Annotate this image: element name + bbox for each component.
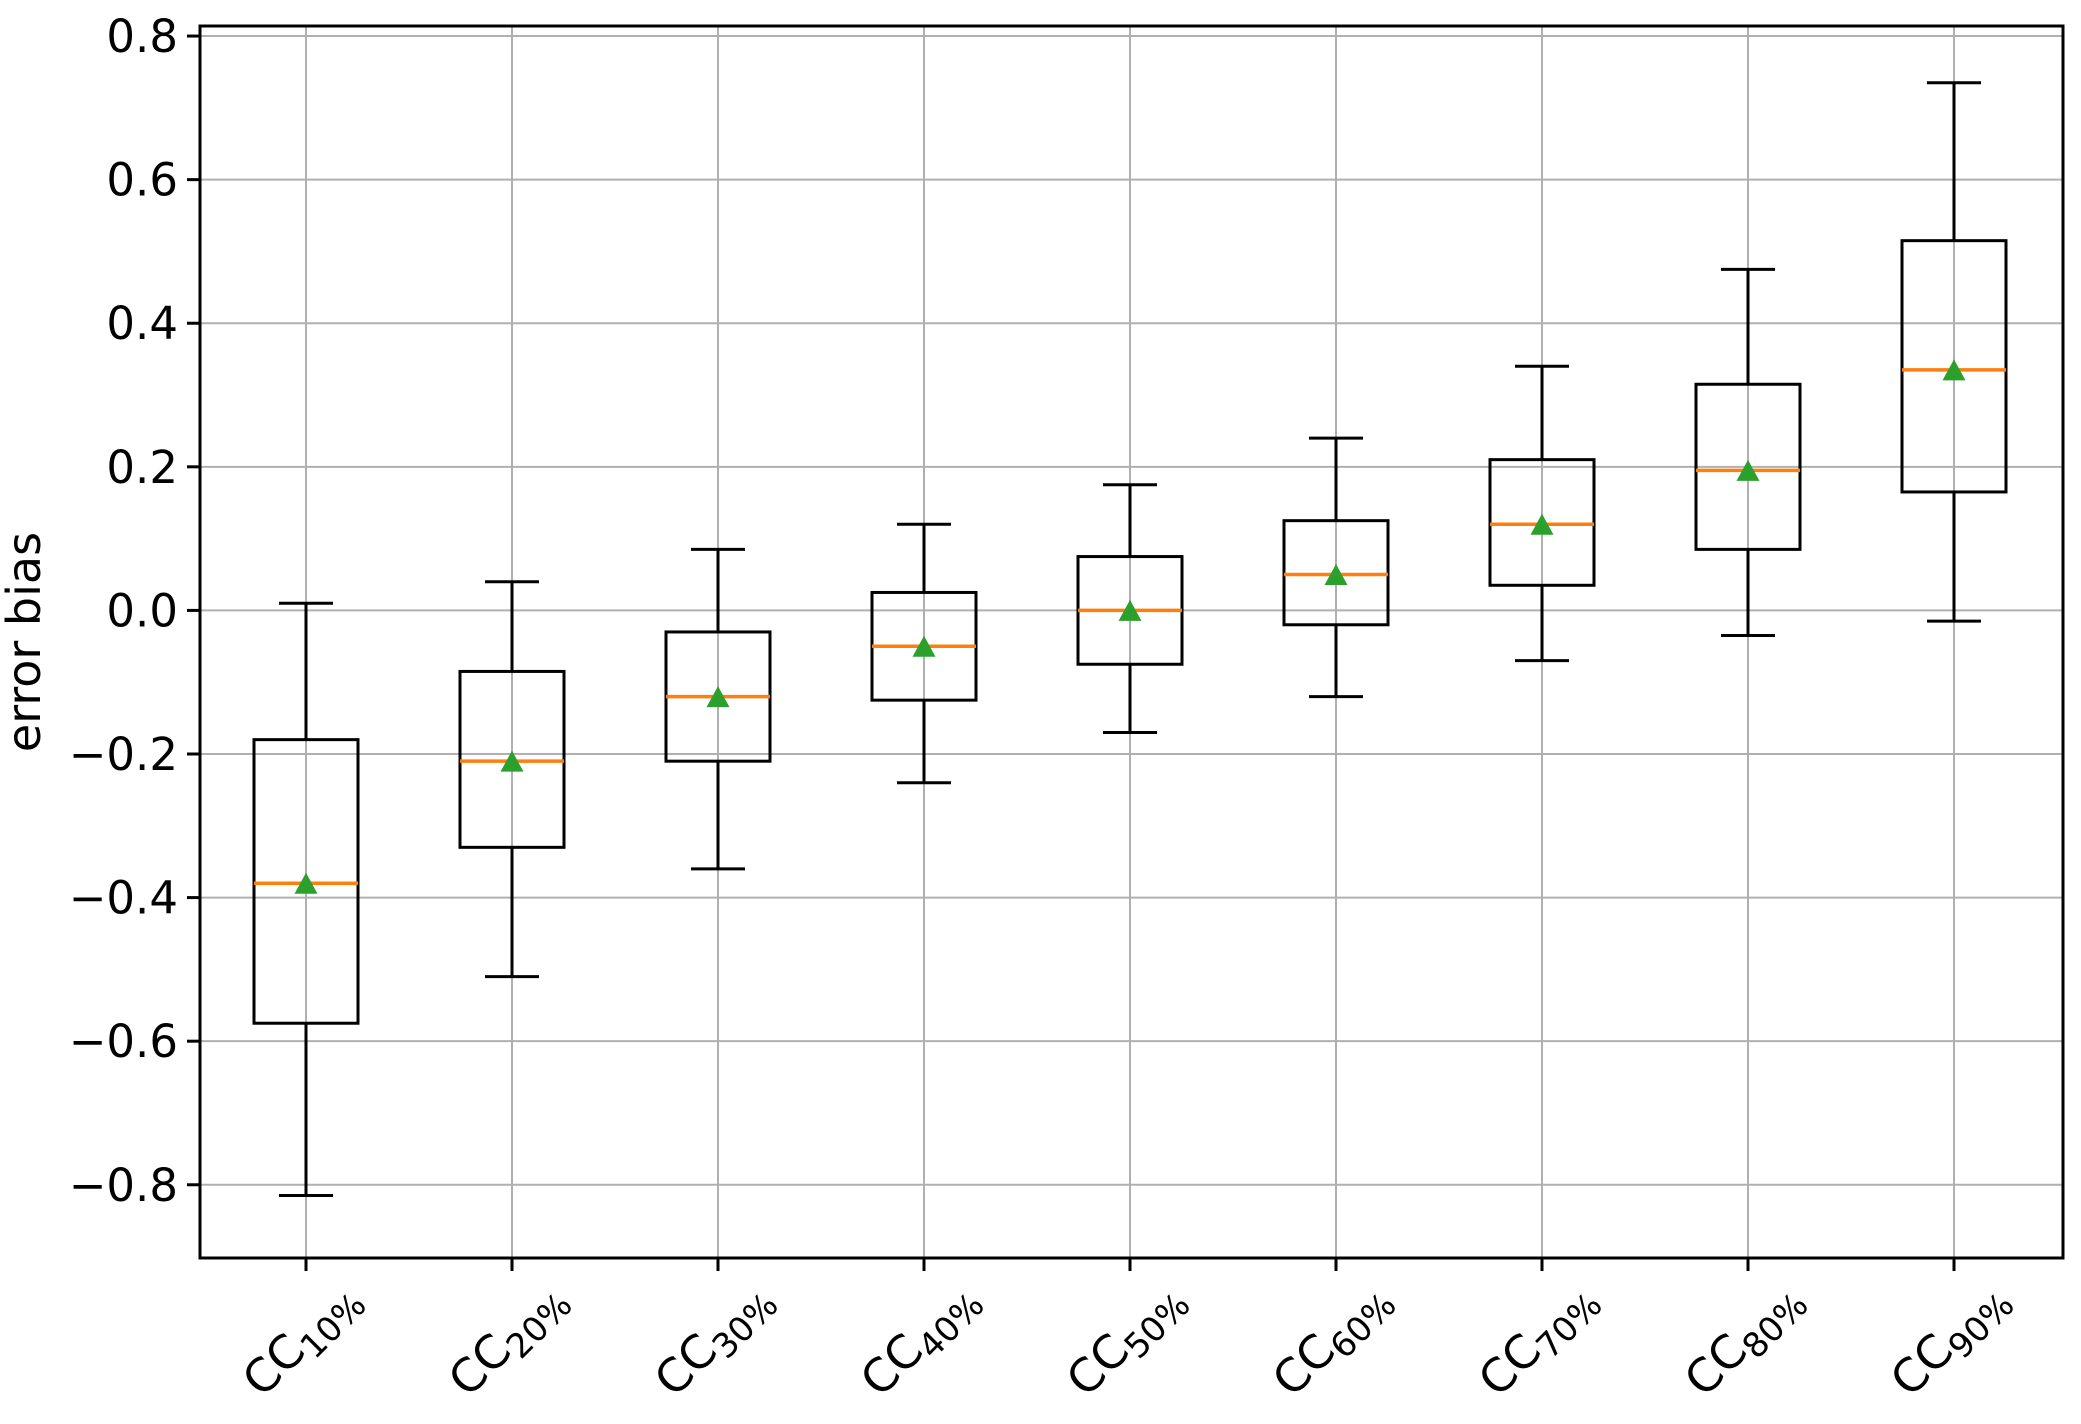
iqr-box — [1694, 382, 1802, 551]
x-tick-label: CC50% — [1056, 1270, 1199, 1413]
y-axis-label: error bias — [0, 532, 51, 752]
y-tick-label: −0.8 — [69, 1159, 178, 1212]
mean-marker — [706, 686, 730, 708]
mean-marker — [1324, 564, 1348, 586]
x-tick-label: CC80% — [1674, 1270, 1817, 1413]
x-tick-label: CC60% — [1262, 1270, 1405, 1413]
mean-marker — [1736, 459, 1760, 481]
x-tick-label: CC40% — [850, 1270, 993, 1413]
axes-layer: 0.8 0.6 0.4 0.2 0.0 −0.2 −0.4 −0.6 −0.8 CC10% CC20… — [69, 10, 2065, 1413]
mean-marker — [294, 872, 318, 894]
y-tick-label: −0.4 — [69, 872, 178, 925]
iqr-box — [458, 669, 566, 849]
y-tick-label: 0.4 — [106, 297, 178, 350]
y-tick-label: −0.6 — [69, 1015, 178, 1068]
iqr-box — [252, 738, 360, 1025]
plot-frame — [198, 24, 2065, 1260]
y-tick-label: 0.0 — [106, 584, 178, 637]
mean-marker — [912, 635, 936, 657]
y-tick-label: 0.6 — [106, 154, 178, 207]
y-tick-label: 0.8 — [106, 10, 178, 63]
y-tick-label: 0.2 — [106, 441, 178, 494]
mean-marker — [500, 750, 524, 772]
x-tick-label: CC10% — [232, 1270, 375, 1413]
x-tick-label: CC20% — [438, 1270, 581, 1413]
y-tick-label: −0.2 — [69, 728, 178, 781]
grid-layer — [200, 26, 2063, 1258]
mean-marker — [1118, 599, 1142, 621]
x-tick-label: CC30% — [644, 1270, 787, 1413]
iqr-box — [1900, 239, 2008, 494]
iqr-box — [1282, 519, 1390, 627]
x-tick-label: CC70% — [1468, 1270, 1611, 1413]
iqr-box — [1488, 458, 1596, 587]
mean-marker — [1942, 359, 1966, 381]
mean-marker — [1530, 513, 1554, 535]
data-layer — [252, 81, 2008, 1198]
x-tick-label: CC90% — [1880, 1270, 2023, 1413]
